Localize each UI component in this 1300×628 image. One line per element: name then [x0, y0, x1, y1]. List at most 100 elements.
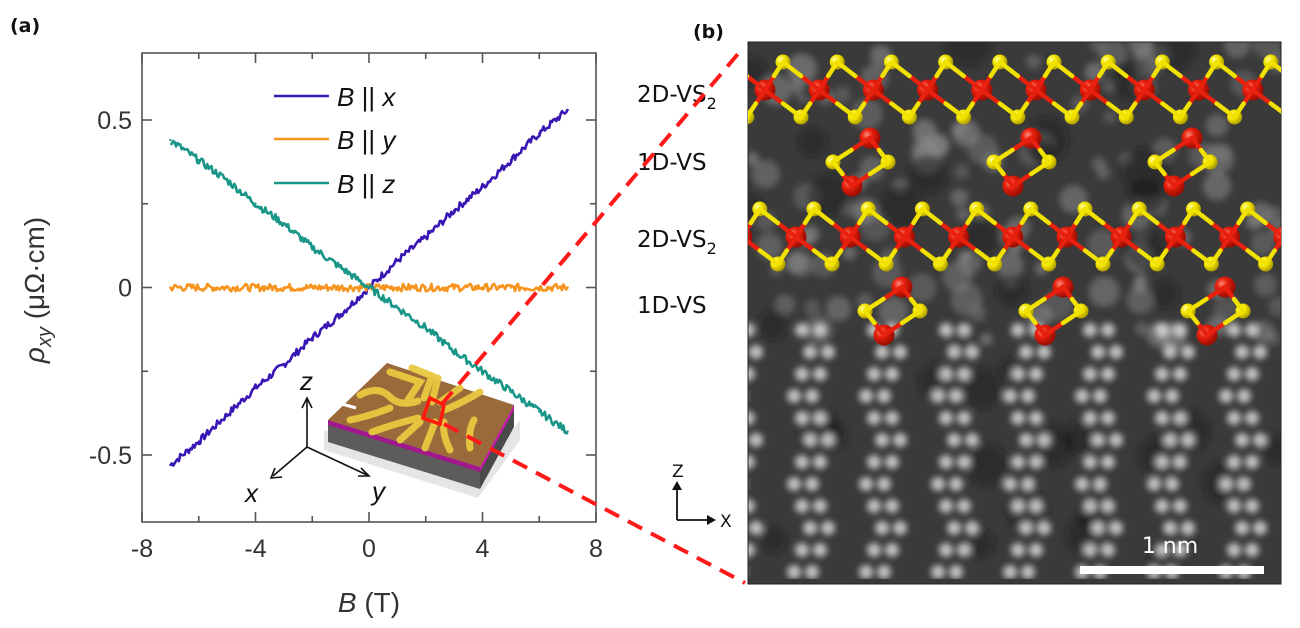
y-axis-sub: xy	[34, 326, 56, 348]
x-tick-label: -4	[244, 535, 266, 563]
device-inset: z x y	[243, 363, 520, 508]
data-point-y	[169, 286, 172, 289]
data-point-x	[225, 413, 229, 416]
data-point-z	[367, 286, 371, 289]
series-group	[169, 108, 569, 467]
data-point-z	[424, 326, 427, 329]
compass-z-label: Z	[672, 462, 684, 482]
data-point-y	[197, 286, 200, 289]
data-point-y	[225, 286, 229, 289]
x-tick-label: 4	[476, 535, 490, 563]
y-axis-unit: (μΩ·cm)	[19, 217, 50, 327]
data-point-z	[452, 349, 456, 353]
data-point-x	[481, 185, 484, 189]
zoom-line-top	[440, 46, 745, 406]
x-arrow-icon	[707, 515, 716, 525]
y-axis-title: ρxy (μΩ·cm)	[19, 217, 56, 364]
data-point-z	[538, 410, 541, 413]
data-point-y	[538, 286, 541, 289]
x-axis-var: B	[338, 587, 357, 618]
stem-image: 1 nm Z X	[672, 41, 1300, 585]
legend-label-y: B || y	[337, 125, 397, 155]
z-arrowhead-icon	[301, 396, 313, 409]
data-point-z	[396, 306, 399, 309]
data-point-y	[509, 286, 513, 289]
y-tick-label: 0	[118, 275, 132, 303]
data-point-z	[481, 370, 484, 373]
y-tick-label: 0.5	[97, 107, 132, 135]
x-arrowhead-icon	[269, 467, 283, 479]
axis-ticks	[141, 53, 597, 522]
data-point-x	[339, 313, 342, 316]
sulfur-atom	[1294, 202, 1300, 217]
x-axis-title: B (T)	[338, 587, 400, 618]
x-tick-label: 8	[589, 535, 603, 563]
data-point-x	[396, 259, 399, 262]
data-point-x	[538, 132, 541, 135]
scale-bar-small	[341, 402, 357, 410]
atomic-model-overlay	[748, 54, 1300, 346]
vanadium-atom	[1297, 80, 1300, 101]
z-arrow-icon	[672, 481, 682, 490]
data-point-y	[311, 286, 314, 289]
compass-x-label: X	[720, 512, 732, 532]
layer-label-1d-vs: 1D-VS	[637, 150, 707, 176]
inset-y-label: y	[370, 476, 387, 506]
y-axis-arrow	[306, 446, 368, 476]
data-point-z	[254, 202, 257, 205]
stem-compass	[676, 489, 708, 521]
data-point-y	[481, 286, 484, 289]
data-point-z	[509, 390, 513, 393]
sulfur-atom	[1281, 110, 1296, 125]
zoom-line-bottom	[443, 422, 746, 585]
y-arrowhead-icon	[358, 467, 371, 477]
inset-z-label: z	[299, 366, 313, 396]
data-point-z	[169, 138, 172, 142]
data-point-z	[311, 246, 314, 249]
data-point-x	[311, 336, 314, 339]
x-axis-arrow	[272, 446, 308, 477]
data-point-y	[424, 286, 427, 289]
xyz-axes	[269, 396, 371, 479]
hall-resistivity-chart: -8 -4 0 4 8 0.50-0.5 B (T) ρxy (μΩ·cm) B || …	[19, 52, 603, 618]
inset-x-label: x	[243, 478, 259, 508]
scale-bar	[1080, 566, 1264, 574]
layer-labels: 2D-VS2 1D-VS 2D-VS2 1D-VS	[637, 82, 717, 319]
layer-label-2d-vs2: 2D-VS2	[637, 82, 717, 113]
scale-bar-label: 1 nm	[1142, 534, 1198, 559]
data-point-y	[452, 286, 456, 289]
hall-bar-device	[324, 363, 520, 498]
x-tick-labels: -8 -4 0 4 8	[131, 535, 603, 563]
data-point-x	[197, 440, 200, 443]
layer-label-1d-vs: 1D-VS	[637, 293, 707, 319]
data-point-x	[282, 363, 286, 366]
legend: B || x B || y B || z	[274, 82, 397, 199]
data-point-x	[509, 159, 513, 162]
data-point-y	[566, 286, 569, 289]
data-point-x	[254, 386, 257, 390]
y-tick-label: -0.5	[89, 442, 132, 470]
data-point-z	[566, 430, 569, 433]
y-axis-var: ρ	[19, 347, 50, 364]
panel-a-label: (a)	[10, 15, 40, 37]
layer-label-2d-vs2: 2D-VS2	[637, 227, 717, 258]
x-tick-label: -8	[131, 535, 153, 563]
data-point-z	[225, 179, 229, 182]
data-point-x	[566, 108, 569, 112]
legend-label-z: B || z	[337, 169, 395, 199]
data-point-z	[197, 159, 200, 162]
data-point-y	[282, 286, 286, 289]
data-point-x	[452, 209, 456, 212]
x-tick-label: 0	[362, 535, 376, 563]
data-point-z	[282, 222, 286, 226]
x-axis-unit: (T)	[357, 587, 401, 618]
panel-b-label: (b)	[693, 21, 724, 43]
data-point-x	[169, 463, 172, 467]
data-point-y	[396, 286, 399, 289]
y-tick-labels: 0.5 0 -0.5	[89, 107, 132, 470]
data-point-x	[424, 236, 427, 239]
data-point-y	[339, 286, 342, 289]
zoom-region-marker	[420, 395, 446, 427]
data-point-y	[254, 286, 257, 289]
